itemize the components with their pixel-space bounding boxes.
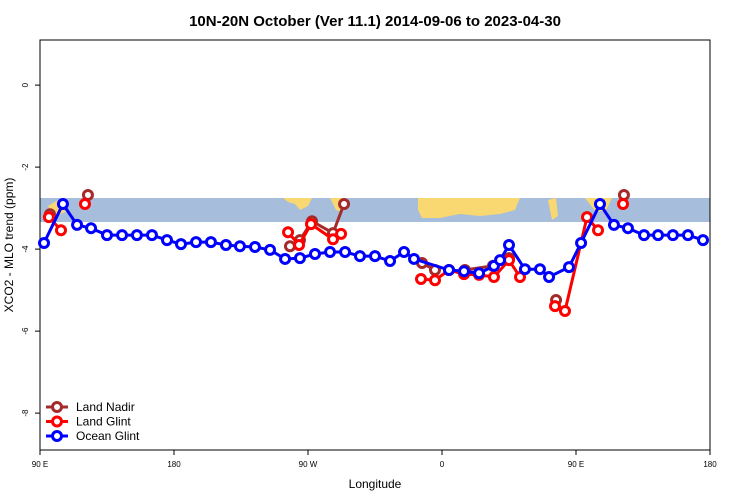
point <box>592 224 605 237</box>
point <box>293 239 306 251</box>
point <box>54 224 67 237</box>
legend-marker <box>51 430 63 442</box>
point <box>581 211 594 224</box>
point <box>503 239 515 251</box>
y-tick-label: -6 <box>21 327 30 335</box>
point <box>283 240 296 253</box>
point <box>543 270 556 283</box>
point <box>161 234 174 247</box>
point <box>384 254 397 267</box>
point <box>248 241 261 254</box>
point <box>85 222 98 235</box>
x-tick-label: 90 E <box>568 460 584 469</box>
legend-marker <box>51 415 63 428</box>
point <box>408 252 421 265</box>
point <box>593 198 606 210</box>
point <box>308 248 321 261</box>
point <box>279 252 292 265</box>
point <box>666 229 679 242</box>
point <box>174 238 187 251</box>
land <box>418 198 520 218</box>
point <box>652 229 665 242</box>
point <box>621 222 634 235</box>
point <box>575 236 588 249</box>
point <box>353 250 366 263</box>
point <box>219 239 232 251</box>
point <box>681 229 694 242</box>
point <box>190 236 203 249</box>
x-tick-label: 0 <box>440 460 445 469</box>
x-tick-label: 90 W <box>299 460 318 469</box>
point <box>415 273 428 286</box>
legend-marker <box>51 401 63 413</box>
x-tick-label: 90 E <box>32 460 48 469</box>
x-axis-label: Longitude <box>349 477 402 491</box>
y-tick-label: -8 <box>21 409 30 417</box>
point <box>398 245 411 258</box>
point <box>369 250 381 263</box>
point <box>204 236 217 249</box>
chart-title: 10N-20N October (Ver 11.1) 2014-09-06 to… <box>189 13 561 30</box>
point <box>558 305 571 318</box>
point <box>638 229 651 242</box>
point <box>38 236 51 249</box>
y-tick-label: -4 <box>21 245 30 253</box>
point <box>233 240 246 253</box>
point <box>518 263 531 276</box>
point <box>71 218 84 231</box>
point <box>487 270 500 283</box>
point <box>494 254 507 267</box>
point <box>697 234 710 247</box>
x-tick-label: 180 <box>703 460 717 469</box>
point <box>563 261 576 274</box>
point <box>338 198 351 210</box>
legend-label: Land Glint <box>76 415 131 429</box>
x-tick-label: 180 <box>167 460 181 469</box>
legend-label: Land Nadir <box>76 400 135 414</box>
point <box>42 211 55 224</box>
point <box>130 229 143 242</box>
plot-frame <box>39 39 711 451</box>
point <box>327 233 340 246</box>
point <box>533 263 546 276</box>
point <box>324 245 337 258</box>
point <box>335 227 348 240</box>
land <box>548 198 558 220</box>
point <box>617 198 630 210</box>
point <box>145 229 158 242</box>
point <box>293 252 306 265</box>
point <box>607 218 620 231</box>
point <box>101 229 113 242</box>
point <box>429 274 442 287</box>
point <box>549 300 562 313</box>
legend-label: Ocean Glint <box>76 429 140 443</box>
y-tick-label: 0 <box>21 82 30 87</box>
point <box>78 198 91 210</box>
point <box>458 265 471 278</box>
point <box>442 264 455 277</box>
point <box>473 267 486 280</box>
point <box>339 245 352 258</box>
point <box>116 229 129 242</box>
point <box>264 243 277 256</box>
y-tick-label: -2 <box>21 163 30 171</box>
y-axis-label: XCO2 - MLO trend (ppm) <box>2 178 16 313</box>
point <box>304 218 317 231</box>
land <box>283 198 312 210</box>
point <box>56 198 69 210</box>
point <box>282 226 295 239</box>
